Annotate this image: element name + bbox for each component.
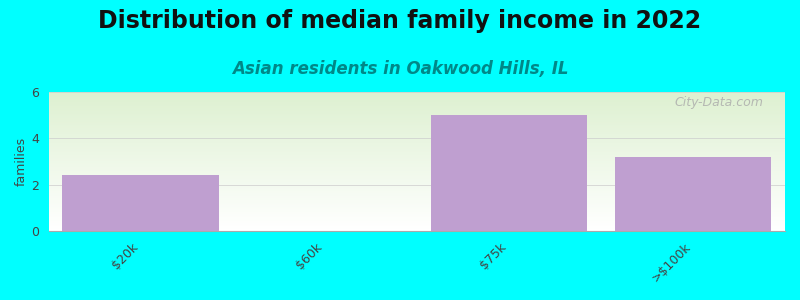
Text: Distribution of median family income in 2022: Distribution of median family income in …: [98, 9, 702, 33]
Y-axis label: families: families: [15, 137, 28, 186]
Bar: [62, 176, 219, 231]
Bar: [614, 157, 771, 231]
Bar: [430, 115, 587, 231]
Text: City-Data.com: City-Data.com: [674, 96, 763, 109]
Text: Asian residents in Oakwood Hills, IL: Asian residents in Oakwood Hills, IL: [232, 60, 568, 78]
